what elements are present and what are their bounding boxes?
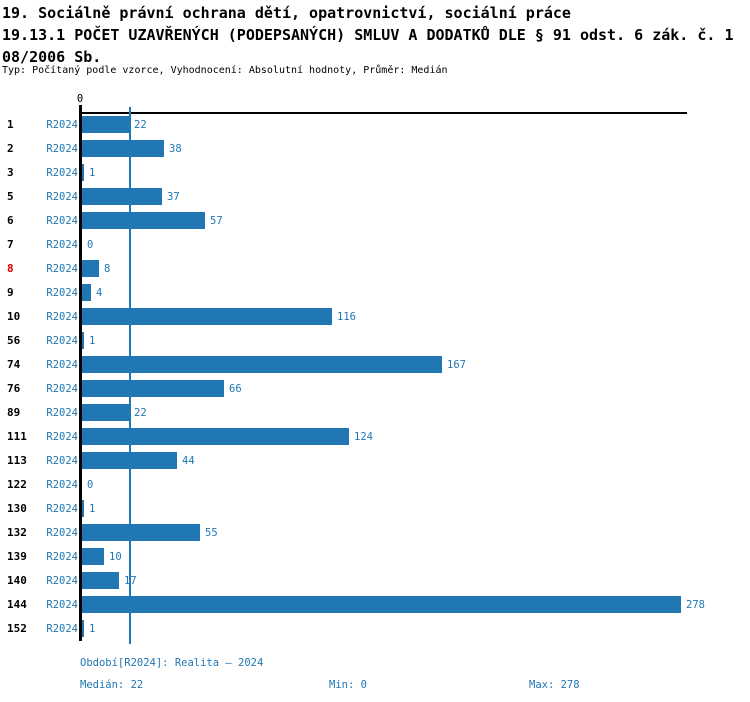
row-series-label: R2024: [46, 383, 78, 395]
row-series-label: R2024: [46, 335, 78, 347]
row-series-label: R2024: [46, 407, 78, 419]
bar-value-label: 116: [337, 311, 356, 323]
row-series-label: R2024: [46, 599, 78, 611]
row-category-label: 2: [7, 142, 14, 155]
row-series-label: R2024: [46, 143, 78, 155]
bar: [82, 188, 162, 205]
bar-value-label: 44: [182, 455, 195, 467]
bar: [82, 548, 104, 565]
row-category-label: 140: [7, 574, 27, 587]
report-meta-line: Typ: Počítaný podle vzorce, Vyhodnocení:…: [2, 65, 448, 76]
row-category-label: 113: [7, 454, 27, 467]
row-series-label: R2024: [46, 623, 78, 635]
row-category-label: 10: [7, 310, 21, 323]
bar-value-label: 124: [354, 431, 373, 443]
bar-value-label: 278: [686, 599, 705, 611]
row-series-label: R2024: [46, 215, 78, 227]
bar-value-label: 10: [109, 551, 122, 563]
row-series-label: R2024: [46, 575, 78, 587]
row-category-label: 139: [7, 550, 27, 563]
x-axis-line: [79, 112, 687, 114]
median-line: [129, 107, 131, 644]
row-category-label: 132: [7, 526, 27, 539]
row-series-label: R2024: [46, 239, 78, 251]
row-series-label: R2024: [46, 167, 78, 179]
bar: [82, 308, 332, 325]
bar: [82, 164, 84, 181]
bar-value-label: 167: [447, 359, 466, 371]
bar-value-label: 1: [89, 503, 96, 515]
bar: [82, 428, 349, 445]
bar: [82, 524, 200, 541]
report-category-title: 19. Sociálně právní ochrana dětí, opatro…: [2, 4, 571, 22]
bar: [82, 500, 84, 517]
bar: [82, 260, 99, 277]
row-series-label: R2024: [46, 191, 78, 203]
row-category-label: 9: [7, 286, 14, 299]
bar: [82, 572, 119, 589]
row-series-label: R2024: [46, 119, 78, 131]
y-axis-line: [79, 105, 82, 641]
bar-value-label: 1: [89, 167, 96, 179]
period-label: Období[R2024]: Realita – 2024: [80, 657, 264, 669]
max-stat-label: Max: 278: [529, 679, 580, 691]
row-series-label: R2024: [46, 287, 78, 299]
row-category-label: 6: [7, 214, 14, 227]
row-category-label: 111: [7, 430, 27, 443]
bar-value-label: 57: [210, 215, 223, 227]
bar-value-label: 8: [104, 263, 111, 275]
row-category-label: 122: [7, 478, 27, 491]
bar: [82, 380, 224, 397]
row-category-label: 3: [7, 166, 14, 179]
report-indicator-title-line2: 08/2006 Sb.: [2, 48, 102, 66]
row-category-label: 74: [7, 358, 21, 371]
bar: [82, 404, 129, 421]
row-series-label: R2024: [46, 311, 78, 323]
row-series-label: R2024: [46, 431, 78, 443]
bar-value-label: 22: [134, 119, 147, 131]
bar-value-label: 55: [205, 527, 218, 539]
row-category-label: 144: [7, 598, 27, 611]
bar: [82, 620, 84, 637]
row-series-label: R2024: [46, 527, 78, 539]
row-category-label: 152: [7, 622, 27, 635]
row-category-label: 8: [7, 262, 14, 275]
bar: [82, 332, 84, 349]
row-category-label: 1: [7, 118, 14, 131]
row-series-label: R2024: [46, 479, 78, 491]
bar-value-label: 1: [89, 335, 96, 347]
row-category-label: 89: [7, 406, 21, 419]
bar-value-label: 66: [229, 383, 242, 395]
row-series-label: R2024: [46, 359, 78, 371]
row-category-label: 76: [7, 382, 21, 395]
x-axis-zero-tick-label: 0: [76, 93, 84, 105]
report-indicator-title-line1: 19.13.1 POČET UZAVŘENÝCH (PODEPSANÝCH) S…: [2, 26, 734, 44]
bar-value-label: 22: [134, 407, 147, 419]
min-stat-label: Min: 0: [329, 679, 367, 691]
bar-value-label: 0: [87, 479, 94, 491]
row-category-label: 7: [7, 238, 14, 251]
bar-value-label: 38: [169, 143, 182, 155]
row-series-label: R2024: [46, 551, 78, 563]
median-stat-label: Medián: 22: [80, 679, 144, 691]
row-category-label: 56: [7, 334, 21, 347]
bar: [82, 356, 442, 373]
bar-value-label: 37: [167, 191, 180, 203]
row-category-label: 130: [7, 502, 27, 515]
bar-value-label: 0: [87, 239, 94, 251]
bar-value-label: 4: [96, 287, 103, 299]
bar-value-label: 1: [89, 623, 96, 635]
bar: [82, 284, 91, 301]
row-category-label: 5: [7, 190, 14, 203]
bar: [82, 212, 205, 229]
bar: [82, 596, 681, 613]
bar-value-label: 17: [124, 575, 137, 587]
row-series-label: R2024: [46, 455, 78, 467]
row-series-label: R2024: [46, 503, 78, 515]
bar: [82, 140, 164, 157]
row-series-label: R2024: [46, 263, 78, 275]
bar: [82, 116, 129, 133]
